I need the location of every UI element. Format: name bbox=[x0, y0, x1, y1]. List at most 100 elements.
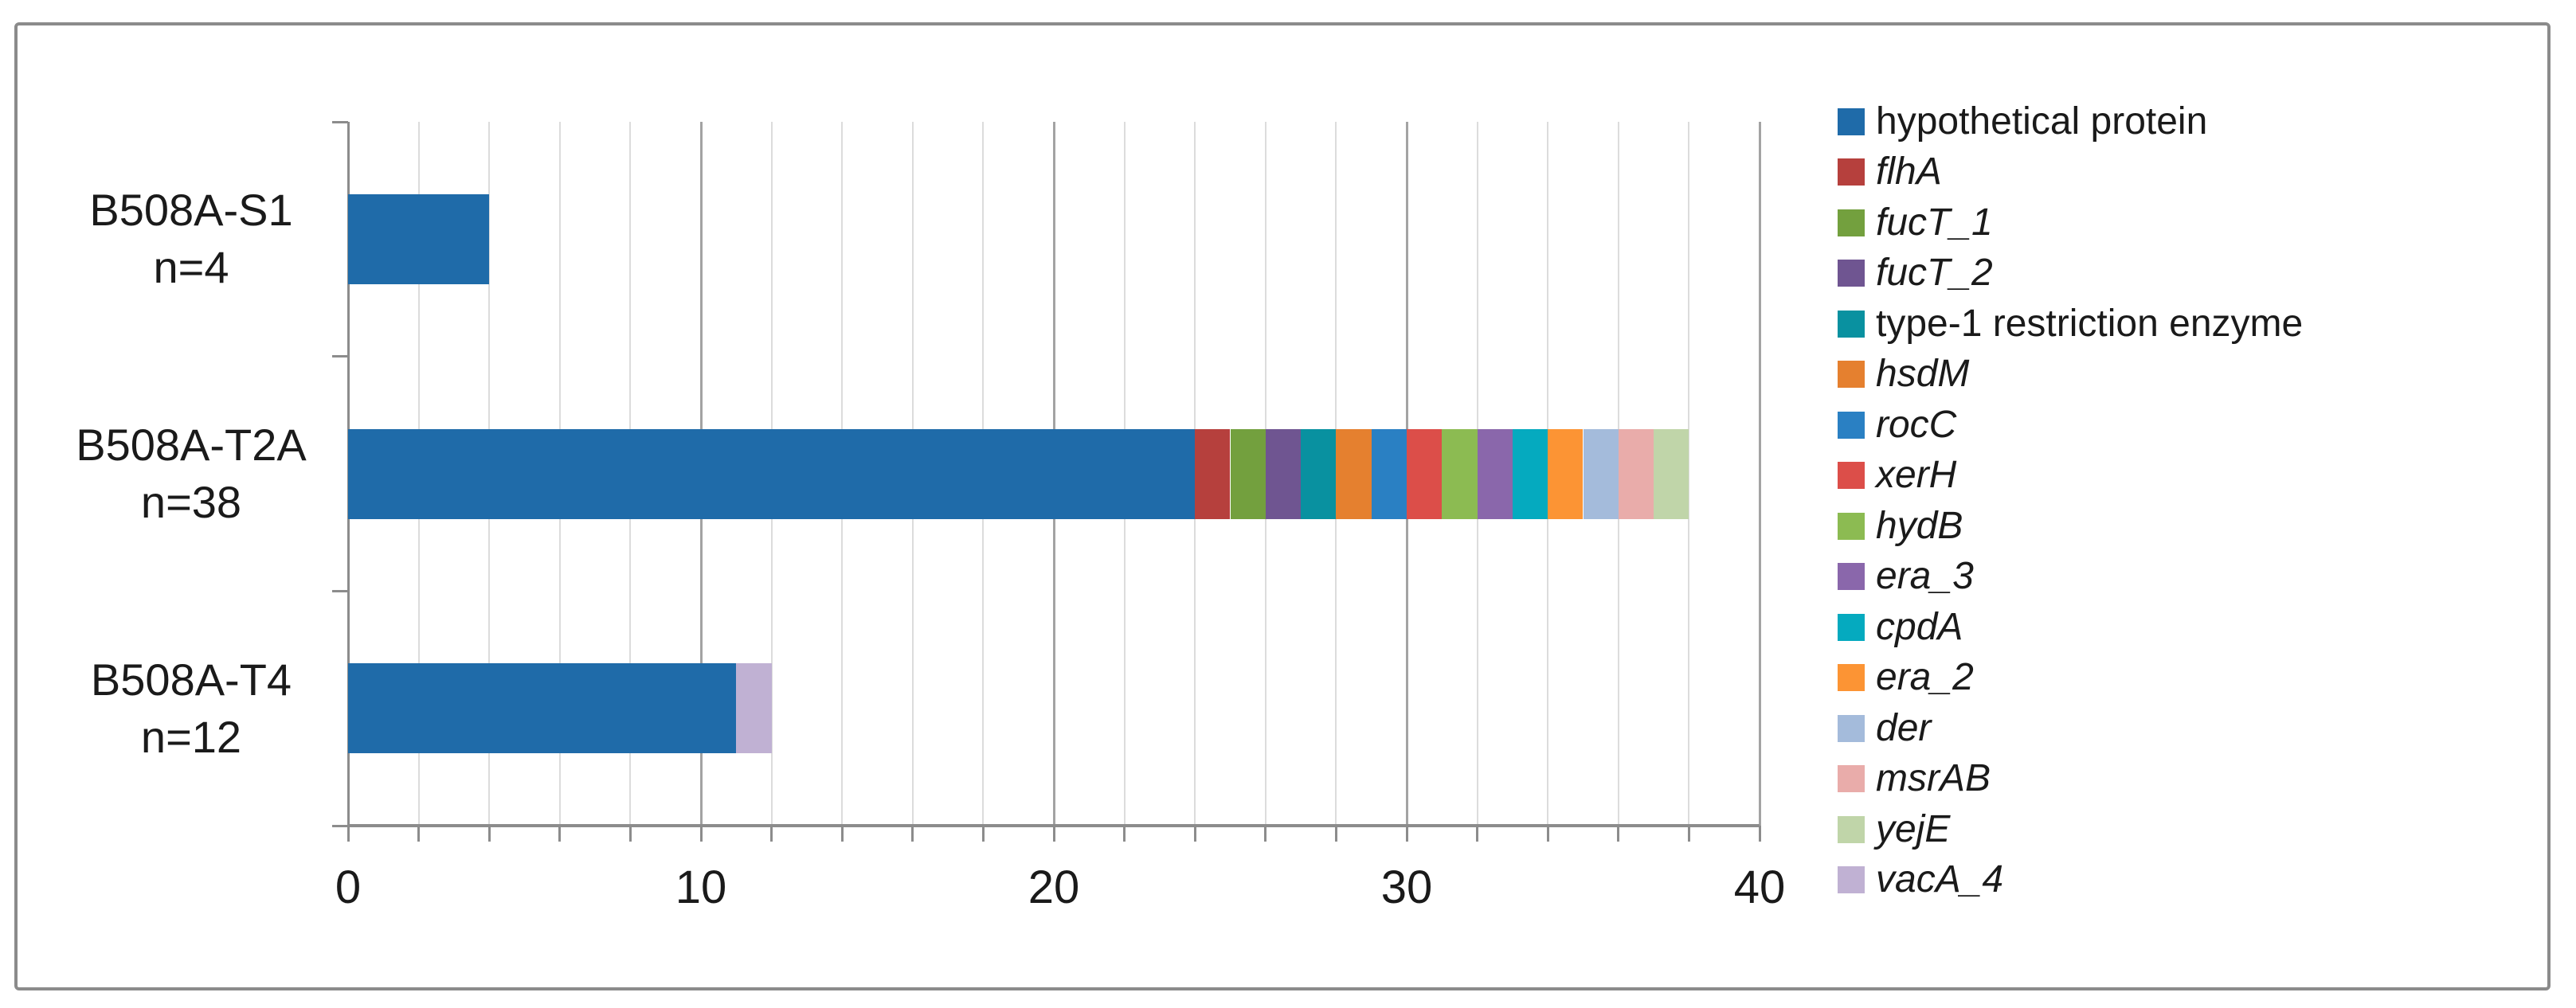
y-axis-tick bbox=[332, 120, 348, 123]
legend-item: vacA_4 bbox=[1838, 854, 2003, 905]
legend-item: cpdA bbox=[1838, 602, 1963, 653]
x-axis-tick bbox=[1405, 826, 1408, 842]
bar-segment-fuct-1 bbox=[1230, 428, 1266, 519]
x-axis-tick bbox=[1546, 826, 1549, 842]
legend-swatch bbox=[1838, 462, 1865, 489]
y-axis-tick bbox=[332, 824, 348, 827]
x-axis-tick bbox=[981, 826, 985, 842]
legend-item: xerH bbox=[1838, 450, 1956, 501]
bar-segment-hypothetical-protein bbox=[348, 193, 490, 284]
gridline-minor bbox=[1688, 122, 1690, 826]
legend-swatch bbox=[1838, 411, 1865, 439]
bar-segment-hypothetical-protein bbox=[348, 663, 737, 754]
bar-segment-type-1-restriction-enzyme bbox=[1301, 428, 1337, 519]
legend-label: msrAB bbox=[1876, 757, 1991, 799]
legend-swatch bbox=[1838, 512, 1865, 540]
x-tick-label: 30 bbox=[1380, 861, 1433, 913]
legend-item: hypothetical protein bbox=[1838, 96, 2207, 147]
legend-item: msrAB bbox=[1838, 753, 1991, 804]
x-axis-tick bbox=[346, 826, 350, 842]
x-axis-tick bbox=[699, 826, 703, 842]
x-axis-tick bbox=[1687, 826, 1690, 842]
legend-swatch bbox=[1838, 107, 1865, 135]
legend-label: vacA_4 bbox=[1876, 858, 2004, 901]
category-label-name: B508A-T2A bbox=[76, 419, 307, 470]
x-tick-label: 0 bbox=[335, 861, 362, 913]
legend-item: hydB bbox=[1838, 501, 1963, 552]
category-label-name: B508A-T4 bbox=[90, 654, 292, 705]
legend-swatch bbox=[1838, 613, 1865, 641]
bar-segment-rocc bbox=[1371, 428, 1407, 519]
legend-swatch bbox=[1838, 866, 1865, 893]
legend-label: era_2 bbox=[1876, 656, 1974, 698]
legend-swatch bbox=[1838, 765, 1865, 792]
x-axis-tick bbox=[840, 826, 844, 842]
bar-segment-fuct-2 bbox=[1265, 428, 1302, 519]
legend-label: fucT_2 bbox=[1876, 252, 1993, 294]
legend-item: era_3 bbox=[1838, 551, 1974, 602]
x-axis-tick bbox=[487, 826, 491, 842]
bar-segment-der bbox=[1583, 428, 1619, 519]
category-label-count: n=38 bbox=[140, 476, 242, 527]
legend-label: flhA bbox=[1876, 150, 1942, 193]
x-tick-label: 10 bbox=[675, 861, 727, 913]
legend-swatch bbox=[1838, 714, 1865, 742]
x-axis-tick bbox=[1052, 826, 1055, 842]
legend-label: era_3 bbox=[1876, 555, 1974, 597]
legend-label: cpdA bbox=[1876, 605, 1963, 648]
x-axis-tick bbox=[911, 826, 914, 842]
category-label: B508A-T4 n=12 bbox=[48, 591, 335, 826]
bar-segment-xerh bbox=[1407, 428, 1443, 519]
legend-label: hydB bbox=[1876, 504, 1963, 547]
legend-item: fucT_1 bbox=[1838, 197, 1993, 248]
legend-label: yejE bbox=[1876, 807, 1951, 850]
legend-label: fucT_1 bbox=[1876, 201, 1993, 244]
x-axis-tick bbox=[1758, 826, 1761, 842]
legend-swatch bbox=[1838, 209, 1865, 236]
legend-label: hsdM bbox=[1876, 353, 1970, 395]
bar-segment-flha bbox=[1195, 428, 1231, 519]
legend-item: yejE bbox=[1838, 804, 1950, 855]
bar-segment-vaca-4 bbox=[736, 663, 772, 754]
bar-segment-hypothetical-protein bbox=[348, 428, 1196, 519]
legend-label: type-1 restriction enzyme bbox=[1876, 302, 2304, 345]
category-label: B508A-S1 n=4 bbox=[48, 122, 335, 357]
bar-segment-yeje bbox=[1654, 428, 1689, 519]
bar-segment-cpda bbox=[1512, 428, 1548, 519]
y-axis-tick bbox=[332, 355, 348, 358]
x-axis-tick bbox=[1334, 826, 1337, 842]
category-label-count: n=12 bbox=[140, 711, 242, 762]
legend-swatch bbox=[1838, 361, 1865, 388]
bar-segment-hydb bbox=[1442, 428, 1478, 519]
legend-item: der bbox=[1838, 703, 1931, 754]
x-axis-tick bbox=[417, 826, 421, 842]
category-label: B508A-T2A n=38 bbox=[48, 357, 335, 592]
legend-item: fucT_2 bbox=[1838, 248, 1993, 299]
legend-label: rocC bbox=[1876, 403, 1957, 446]
legend-item: era_2 bbox=[1838, 652, 1974, 703]
x-axis-tick bbox=[1123, 826, 1126, 842]
y-axis-tick bbox=[332, 589, 348, 592]
legend-item: flhA bbox=[1838, 147, 1942, 197]
legend-swatch bbox=[1838, 815, 1865, 843]
x-tick-label: 20 bbox=[1028, 861, 1080, 913]
legend-label: hypothetical protein bbox=[1876, 100, 2208, 143]
gridline-major bbox=[1758, 122, 1761, 826]
legend-swatch bbox=[1838, 563, 1865, 590]
bar-segment-era-2 bbox=[1548, 428, 1584, 519]
bar-segment-msrab bbox=[1618, 428, 1654, 519]
category-label-count: n=4 bbox=[153, 242, 229, 293]
legend-label: xerH bbox=[1876, 454, 1957, 496]
x-axis-tick bbox=[558, 826, 562, 842]
legend-swatch bbox=[1838, 260, 1865, 287]
category-label-name: B508A-S1 bbox=[89, 185, 293, 236]
x-axis-tick bbox=[1264, 826, 1267, 842]
x-axis-tick bbox=[628, 826, 632, 842]
legend-swatch bbox=[1838, 664, 1865, 691]
bar-segment-hsdm bbox=[1336, 428, 1372, 519]
legend-item: hsdM bbox=[1838, 349, 1969, 400]
legend-swatch bbox=[1838, 158, 1865, 186]
x-axis-tick bbox=[770, 826, 773, 842]
x-tick-label: 40 bbox=[1733, 861, 1786, 913]
